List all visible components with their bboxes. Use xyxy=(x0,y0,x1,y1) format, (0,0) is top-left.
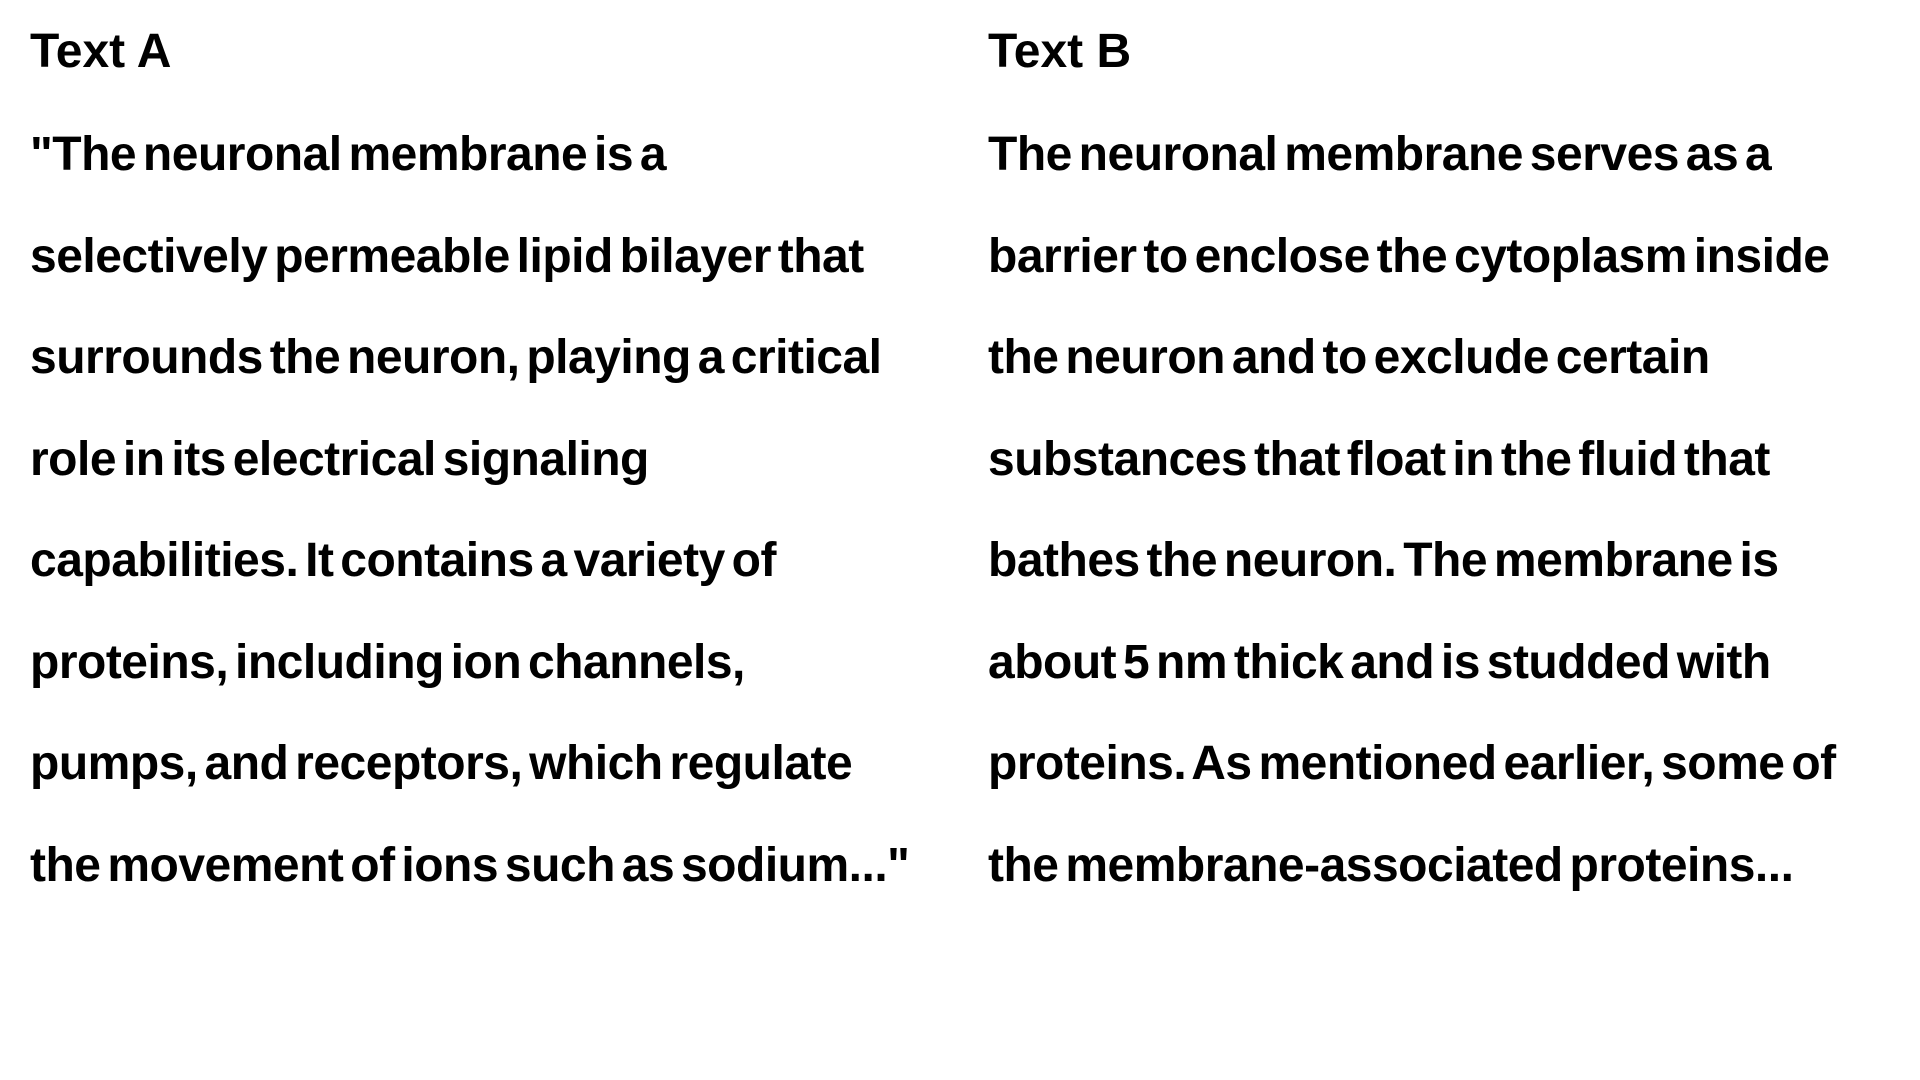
text-b-line: the neuron and to exclude certain xyxy=(988,331,1710,384)
text-b-body: The neuronal membrane serves as a barrie… xyxy=(988,125,1836,937)
text-b-line: about 5 nm thick and is studded with xyxy=(988,635,1771,689)
text-b-line: proteins. As mentioned earlier, some of xyxy=(988,737,1836,790)
text-b-line: bathes the neuron. The membrane is xyxy=(988,534,1779,587)
text-b-line: The neuronal membrane serves as a xyxy=(988,128,1772,181)
text-a-line: surrounds the neuron, playing a critical xyxy=(30,331,882,384)
text-a-line: role in its electrical signaling xyxy=(30,432,649,486)
text-a-line: capabilities. It contains a variety of xyxy=(30,534,776,587)
text-a-heading: Text A xyxy=(30,25,172,78)
text-a-body: "The neuronal membrane is a selectively … xyxy=(30,125,910,937)
text-b-heading: Text B xyxy=(988,25,1132,78)
text-a-line: selectively permeable lipid bilayer that xyxy=(30,229,864,283)
text-b-line: the membrane-associated proteins... xyxy=(988,838,1794,892)
text-a-line: the movement of ions such as sodium..." xyxy=(30,838,910,892)
text-a-line: proteins, including ion channels, xyxy=(30,635,745,689)
text-b-line: substances that float in the fluid that xyxy=(988,432,1770,486)
text-a-line: "The neuronal membrane is a xyxy=(30,128,667,181)
text-a-line: pumps, and receptors, which regulate xyxy=(30,737,853,790)
text-b-line: barrier to enclose the cytoplasm inside xyxy=(988,229,1830,283)
